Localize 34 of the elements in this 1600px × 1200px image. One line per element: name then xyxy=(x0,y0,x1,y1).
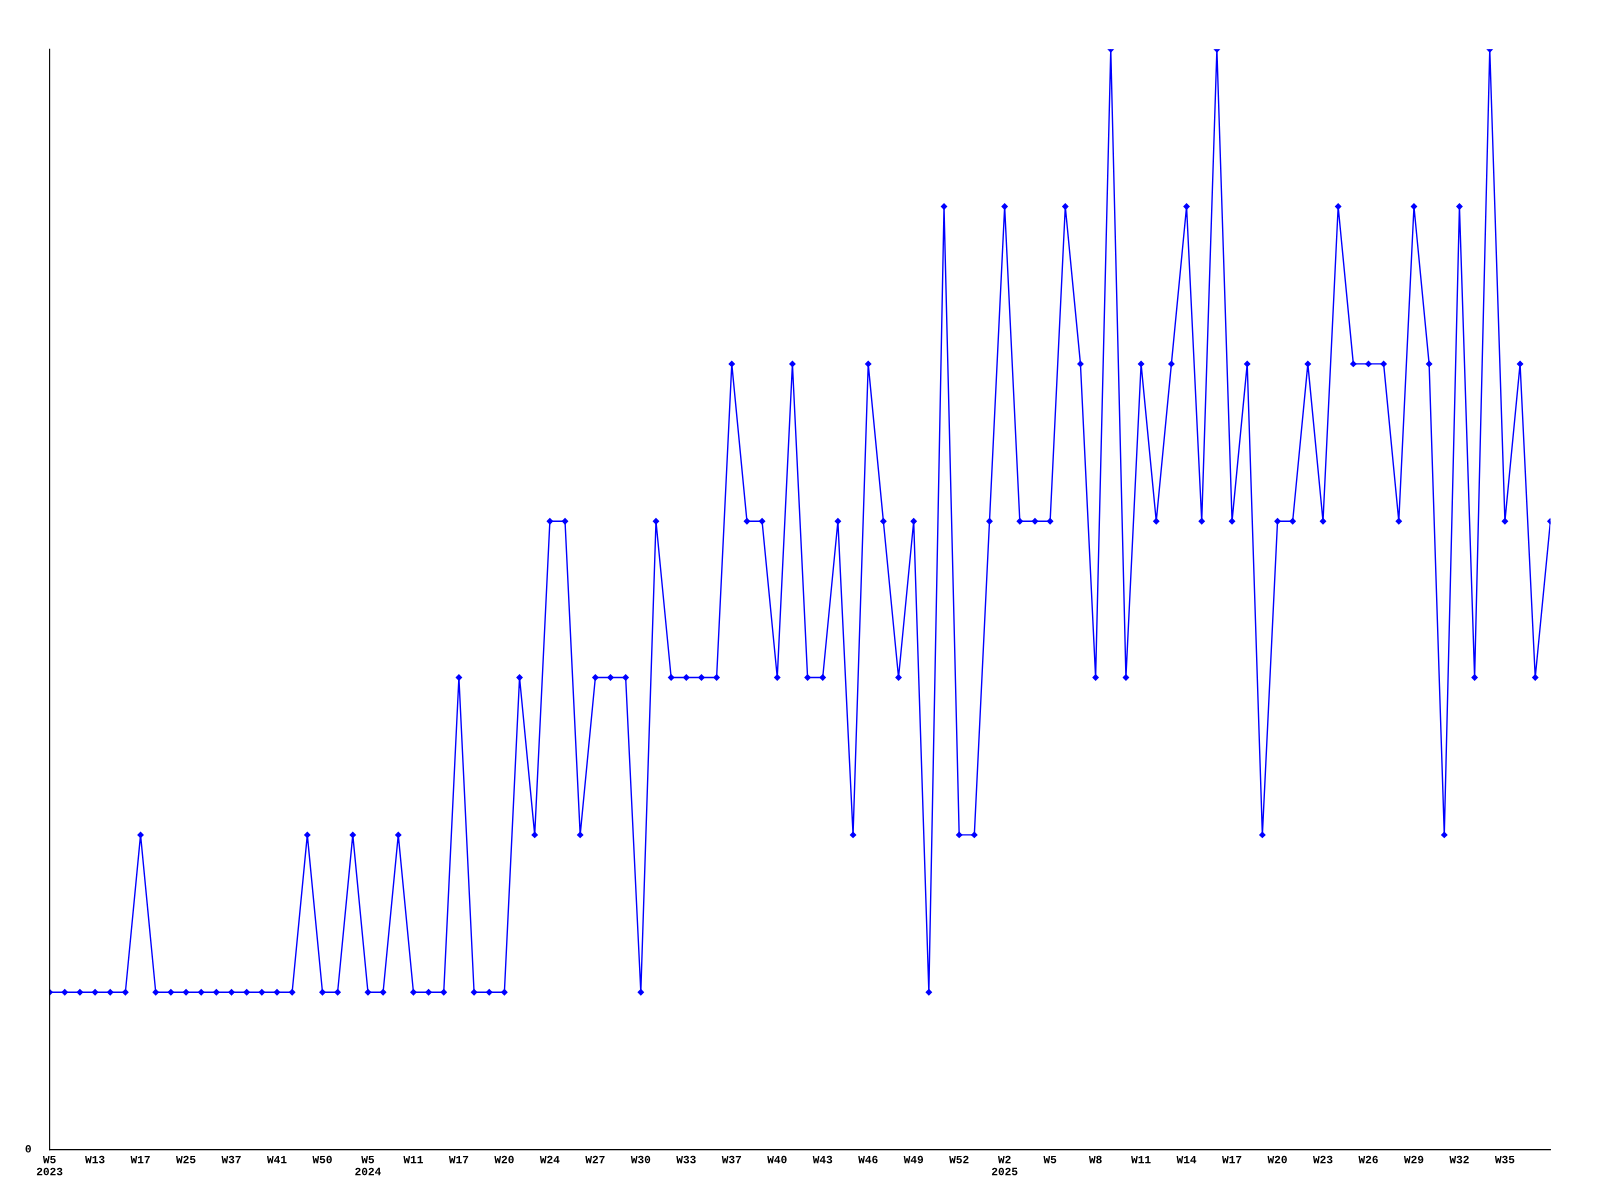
x-tick-label: W46 xyxy=(858,1155,878,1164)
x-tick-label: W29 xyxy=(1403,1155,1424,1164)
text: 0 xyxy=(25,1145,31,1153)
x-tick-label: W5 2024 xyxy=(355,1155,381,1176)
x-tick-label: W14 xyxy=(1176,1155,1197,1164)
x-tick-label: W2 2025 xyxy=(991,1155,1018,1176)
x-tick-label: W20 xyxy=(494,1155,514,1164)
x-tick-label: W43 xyxy=(812,1155,833,1164)
x-tick-label: W5 xyxy=(1043,1155,1057,1164)
x-tick-label: W17 xyxy=(448,1155,469,1164)
x-tick-label: W40 xyxy=(767,1155,787,1164)
x-tick-label: W13 xyxy=(85,1155,105,1164)
x-tick-label: W37 xyxy=(221,1155,241,1164)
x-tick-label: W20 xyxy=(1267,1155,1287,1164)
x-tick-label: W17 xyxy=(1222,1155,1242,1164)
x-tick-label: W26 xyxy=(1358,1155,1378,1164)
x-tick-label: W41 xyxy=(266,1155,287,1164)
x-tick-label: W32 xyxy=(1449,1155,1469,1164)
x-tick-label: W5 2023 xyxy=(36,1155,63,1176)
x-tick-label: W52 xyxy=(949,1155,969,1164)
x-tick-label: W27 xyxy=(585,1155,605,1164)
x-tick-label: W11 xyxy=(403,1155,423,1164)
x-tick-label: W11 xyxy=(1131,1155,1151,1164)
x-tick-label: W25 xyxy=(176,1155,196,1164)
x-tick-label: W49 xyxy=(903,1155,924,1164)
x-tick-label: W17 xyxy=(130,1155,150,1164)
x-tick-label: W24 xyxy=(539,1155,560,1164)
x-tick-label: W30 xyxy=(630,1155,651,1164)
x-tick-label: W33 xyxy=(676,1155,696,1164)
x-tick-label: W23 xyxy=(1313,1155,1333,1164)
x-tick-label: W50 xyxy=(312,1155,332,1164)
x-tick-label: W37 xyxy=(721,1155,742,1164)
x-tick-label: W8 xyxy=(1088,1155,1102,1164)
x-tick-label: W35 xyxy=(1494,1155,1515,1164)
